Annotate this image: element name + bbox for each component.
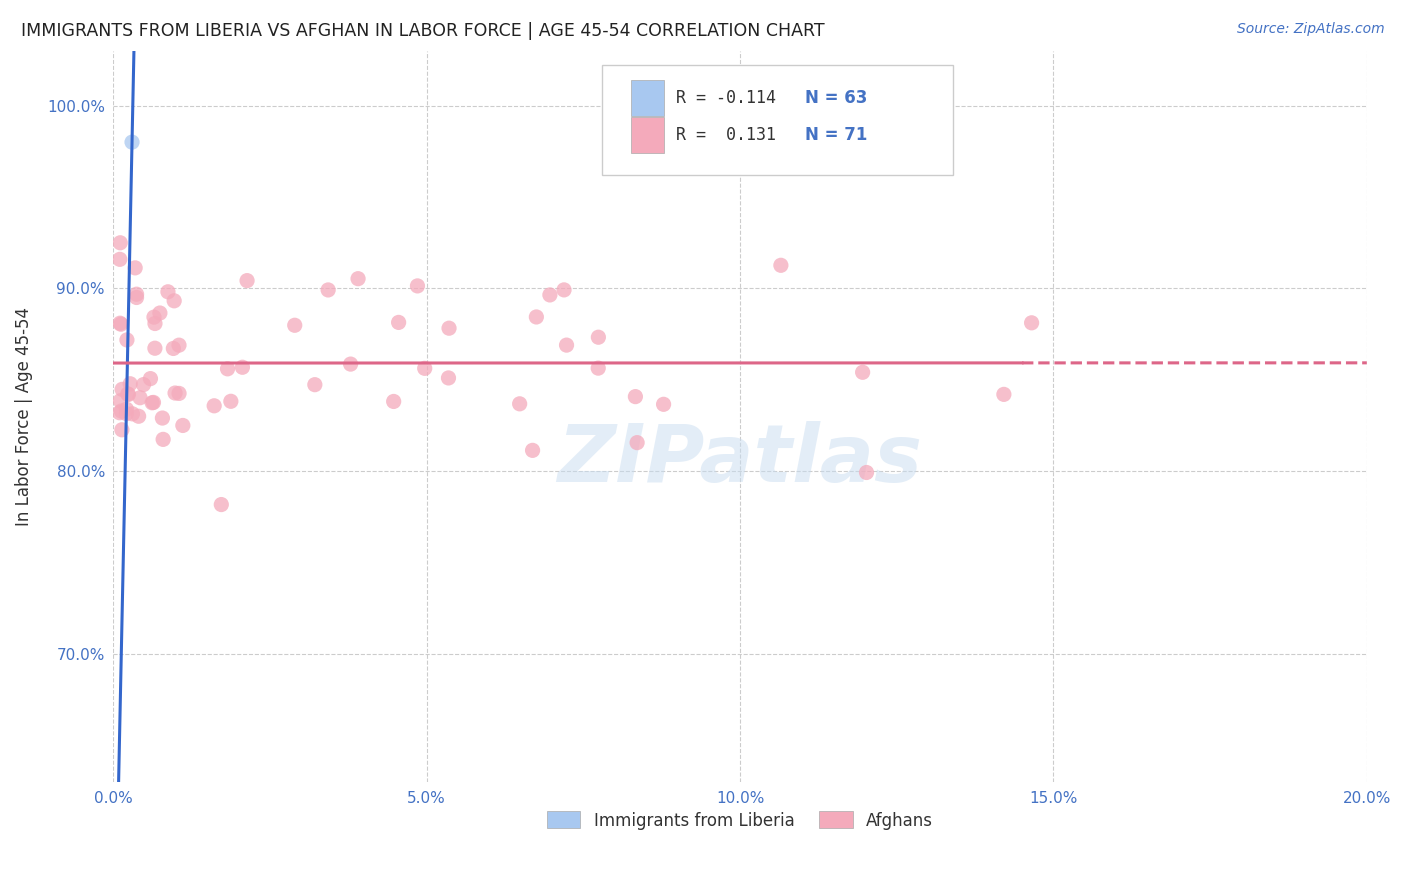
- Point: [553, 283, 575, 297]
- Text: R = -0.114: R = -0.114: [676, 89, 776, 107]
- Point: [108, 316, 131, 330]
- Point: [347, 271, 370, 285]
- Point: [284, 318, 307, 333]
- Point: [115, 402, 138, 417]
- Point: [1021, 316, 1043, 330]
- Point: [217, 361, 239, 376]
- Y-axis label: In Labor Force | Age 45-54: In Labor Force | Age 45-54: [15, 307, 32, 526]
- Legend: Immigrants from Liberia, Afghans: Immigrants from Liberia, Afghans: [540, 805, 939, 836]
- Point: [167, 338, 190, 352]
- Point: [115, 407, 138, 421]
- Text: Source: ZipAtlas.com: Source: ZipAtlas.com: [1237, 22, 1385, 37]
- Point: [117, 387, 139, 401]
- Point: [382, 394, 405, 409]
- Point: [121, 407, 143, 421]
- Point: [231, 360, 253, 375]
- Point: [143, 341, 166, 355]
- Point: [236, 274, 259, 288]
- Point: [406, 279, 429, 293]
- Point: [852, 365, 875, 379]
- FancyBboxPatch shape: [631, 117, 664, 153]
- Point: [163, 293, 186, 308]
- Point: [108, 406, 131, 420]
- Point: [111, 423, 134, 437]
- Point: [149, 306, 172, 320]
- Point: [209, 498, 232, 512]
- Point: [588, 330, 610, 344]
- Point: [165, 386, 187, 401]
- Point: [142, 395, 165, 409]
- FancyBboxPatch shape: [602, 65, 953, 175]
- Point: [124, 260, 146, 275]
- Point: [522, 443, 544, 458]
- Point: [132, 377, 155, 392]
- Point: [855, 466, 877, 480]
- Point: [156, 285, 179, 299]
- Point: [111, 382, 134, 396]
- Point: [626, 435, 648, 450]
- Point: [110, 404, 132, 418]
- Point: [120, 376, 142, 391]
- Text: IMMIGRANTS FROM LIBERIA VS AFGHAN IN LABOR FORCE | AGE 45-54 CORRELATION CHART: IMMIGRANTS FROM LIBERIA VS AFGHAN IN LAB…: [21, 22, 825, 40]
- Point: [437, 371, 460, 385]
- Text: ZIPatlas: ZIPatlas: [558, 421, 922, 500]
- Point: [586, 361, 609, 376]
- Point: [555, 338, 578, 352]
- Point: [152, 433, 174, 447]
- Point: [993, 387, 1015, 401]
- Point: [152, 411, 174, 425]
- Point: [437, 321, 460, 335]
- Point: [339, 357, 361, 371]
- Point: [202, 399, 225, 413]
- Point: [108, 252, 131, 267]
- Point: [143, 317, 166, 331]
- Point: [304, 377, 326, 392]
- Point: [524, 310, 547, 324]
- Point: [652, 397, 675, 411]
- Text: N = 71: N = 71: [806, 126, 868, 144]
- Point: [125, 291, 148, 305]
- Point: [162, 342, 184, 356]
- Point: [624, 390, 647, 404]
- Point: [110, 393, 132, 408]
- Point: [413, 361, 436, 376]
- Point: [167, 386, 190, 401]
- Text: N = 63: N = 63: [806, 89, 868, 107]
- Point: [115, 333, 138, 347]
- Point: [172, 418, 194, 433]
- Point: [388, 315, 411, 329]
- Point: [125, 287, 148, 301]
- FancyBboxPatch shape: [631, 80, 664, 116]
- Point: [538, 288, 561, 302]
- Point: [129, 391, 152, 405]
- Point: [143, 310, 166, 325]
- Point: [769, 258, 792, 272]
- Point: [509, 397, 531, 411]
- Text: R =  0.131: R = 0.131: [676, 126, 776, 144]
- Point: [219, 394, 242, 409]
- Point: [128, 409, 150, 424]
- Point: [121, 135, 143, 149]
- Point: [139, 371, 162, 385]
- Point: [110, 317, 132, 331]
- Point: [316, 283, 339, 297]
- Point: [141, 396, 163, 410]
- Point: [117, 387, 139, 401]
- Point: [108, 235, 131, 250]
